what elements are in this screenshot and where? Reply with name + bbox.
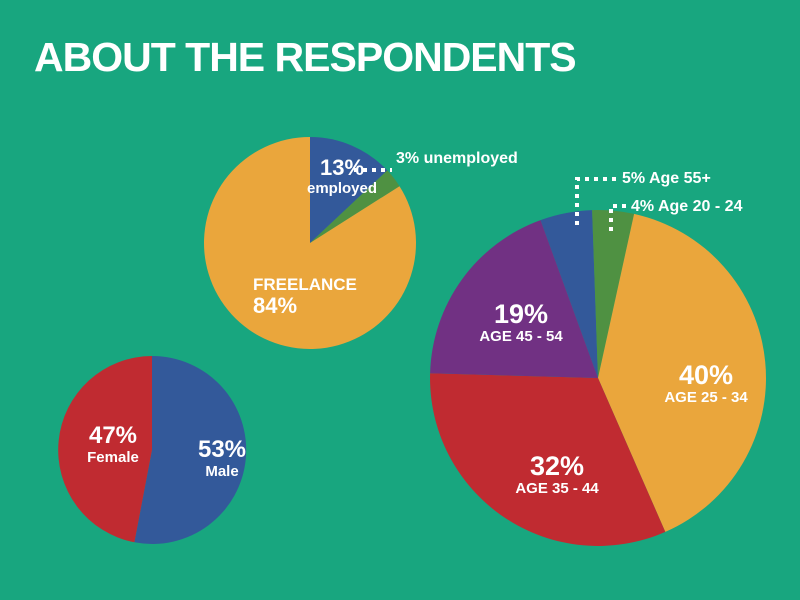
freelance-text: FREELANCE bbox=[253, 275, 357, 294]
age-20-24-callout: 4% Age 20 - 24 bbox=[631, 198, 743, 215]
age-slice-age-55- bbox=[540, 210, 598, 378]
gender-female-label: 47% Female bbox=[87, 422, 139, 467]
age-slice-age-35-44 bbox=[430, 373, 666, 546]
employment-slice-employed bbox=[310, 136, 388, 243]
age-35-44-percent: 32% bbox=[529, 451, 585, 481]
age-slice-age-25-34 bbox=[598, 213, 766, 532]
freelance-percent: 84% bbox=[253, 293, 298, 319]
employment-slice-unemployed bbox=[310, 170, 400, 243]
male-text: Male bbox=[205, 462, 239, 480]
employment-employed-label: 13% employed bbox=[306, 155, 378, 197]
gender-male-label: 53% Male bbox=[197, 436, 247, 481]
age-slice-age-45-54 bbox=[430, 220, 598, 378]
age-25-34-text: AGE 25 - 34 bbox=[664, 389, 748, 407]
employment-freelance-label: FREELANCE 84% bbox=[253, 275, 357, 319]
age-45-54-percent: 19% bbox=[493, 299, 549, 329]
age-55-callout: 5% Age 55+ bbox=[622, 170, 711, 187]
gender-slice-female bbox=[58, 356, 153, 543]
page-title: ABOUT THE RESPONDENTS bbox=[34, 34, 577, 80]
age-45-54-text: AGE 45 - 54 bbox=[479, 328, 563, 346]
age-35-44-text: AGE 35 - 44 bbox=[515, 480, 599, 498]
employed-text: employed bbox=[306, 179, 378, 197]
age-25-34-percent: 40% bbox=[678, 360, 734, 390]
callout-connectors-group bbox=[354, 168, 626, 233]
age-55-connector-line bbox=[575, 177, 616, 228]
age-25-34-label: 40% AGE 25 - 34 bbox=[664, 360, 747, 407]
age-45-54-label: 19% AGE 45 - 54 bbox=[479, 299, 562, 346]
employed-percent: 13% bbox=[319, 155, 365, 180]
gender-slice-male bbox=[134, 355, 247, 544]
employment-slice-freelance bbox=[204, 137, 417, 349]
pie-slices-group bbox=[58, 136, 766, 546]
male-percent: 53% bbox=[197, 436, 247, 463]
female-text: Female bbox=[87, 448, 139, 466]
age-35-44-label: 32% AGE 35 - 44 bbox=[515, 451, 598, 498]
female-percent: 47% bbox=[88, 422, 138, 449]
employment-unemployed-callout: 3% unemployed bbox=[396, 150, 518, 167]
age-slice-age-20-24 bbox=[592, 209, 635, 378]
